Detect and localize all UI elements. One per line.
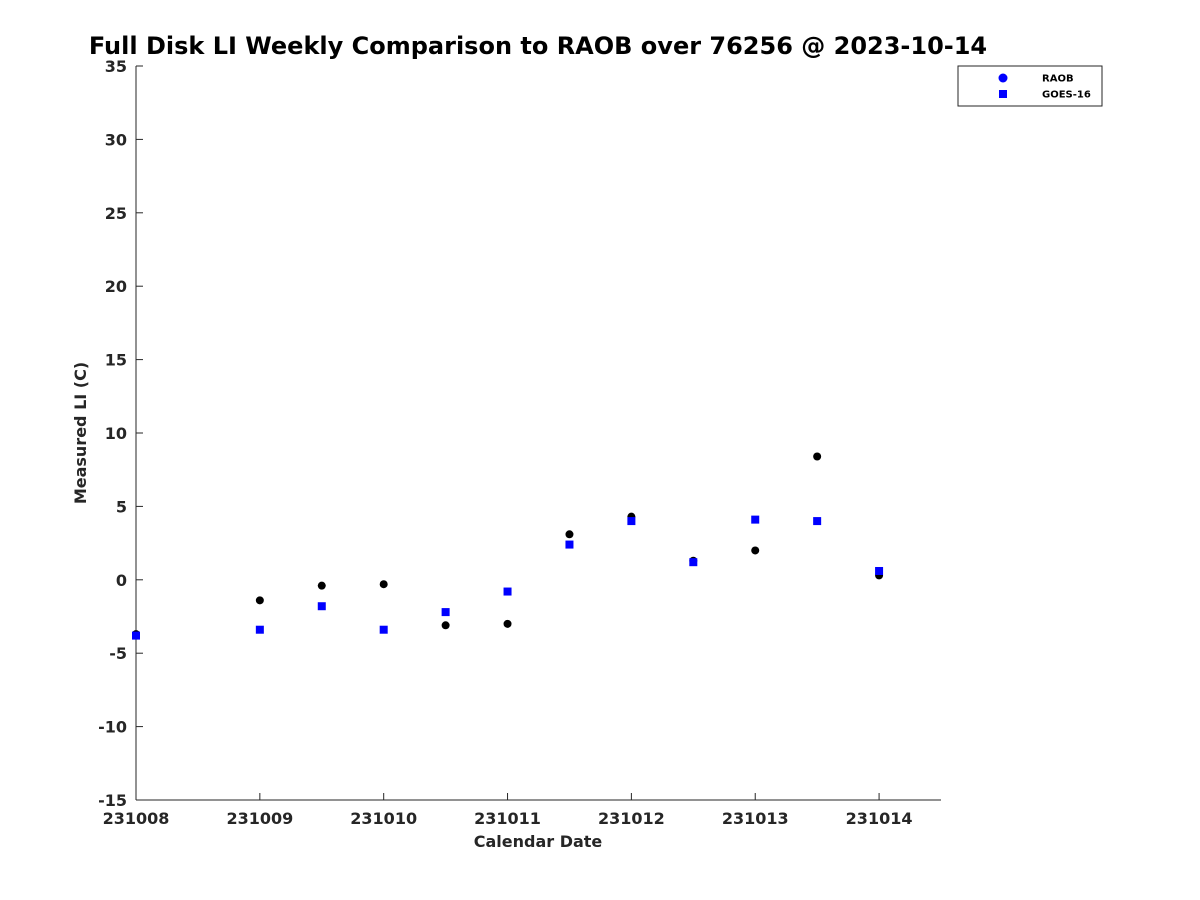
y-tick-label: 15 <box>105 351 127 370</box>
series-goes-16 <box>132 515 884 640</box>
x-axis-label: Calendar Date <box>474 832 603 851</box>
x-tick-label: 231008 <box>103 809 170 828</box>
data-point <box>379 625 388 634</box>
data-point <box>875 566 884 575</box>
series-raob <box>132 452 884 639</box>
legend-marker <box>998 73 1008 83</box>
legend-marker <box>999 90 1007 98</box>
y-tick-label: 35 <box>105 57 127 76</box>
data-point <box>255 625 264 634</box>
y-tick-label: 30 <box>105 130 127 149</box>
data-point <box>565 540 574 549</box>
data-point <box>255 596 264 605</box>
y-axis-label: Measured LI (C) <box>71 362 90 504</box>
data-point <box>441 621 450 630</box>
series-layer <box>132 452 884 640</box>
y-tick-label: 0 <box>116 571 127 590</box>
data-point <box>317 581 326 590</box>
x-tick-label: 231009 <box>226 809 293 828</box>
data-point <box>441 608 450 617</box>
legend-label: RAOB <box>1042 74 1074 85</box>
data-point <box>379 580 388 589</box>
y-ticks: -15 -10 -5 0 5 10 15 20 25 30 35 <box>98 57 143 810</box>
data-point <box>317 602 326 611</box>
x-tick-label: 231010 <box>350 809 417 828</box>
data-point <box>503 619 512 628</box>
data-point <box>565 530 574 539</box>
y-tick-label: -10 <box>98 718 127 737</box>
data-point <box>132 631 140 640</box>
y-tick-label: -15 <box>98 791 127 810</box>
y-tick-label: 20 <box>105 277 127 296</box>
x-ticks: 231008 231009 231010 231011 231012 231013 2310… <box>103 793 913 828</box>
x-tick-label: 231014 <box>846 809 913 828</box>
chart-title: Full Disk LI Weekly Comparison to RAOB o… <box>89 32 987 60</box>
x-tick-label: 231013 <box>722 809 789 828</box>
axes <box>135 66 941 801</box>
y-tick-label: 5 <box>116 497 127 516</box>
y-tick-label: 10 <box>105 424 127 443</box>
data-point <box>751 546 760 555</box>
x-tick-label: 231011 <box>474 809 541 828</box>
data-point <box>627 517 636 526</box>
legend: RAOB GOES-16 <box>957 65 1103 107</box>
data-point <box>751 515 760 524</box>
data-point <box>503 587 512 596</box>
legend-box <box>957 65 1103 107</box>
data-point <box>689 558 698 567</box>
y-tick-label: -5 <box>109 644 127 663</box>
legend-label: GOES-16 <box>1042 90 1091 101</box>
data-point <box>813 452 822 461</box>
x-tick-label: 231012 <box>598 809 665 828</box>
y-tick-label: 25 <box>105 204 127 223</box>
data-point <box>813 517 822 526</box>
